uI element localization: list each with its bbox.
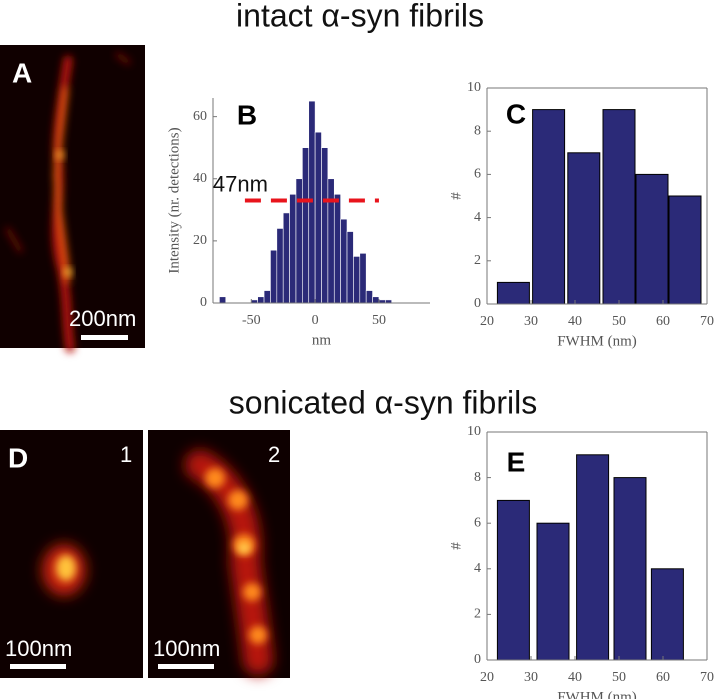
x-tick-label: 30 <box>524 314 538 329</box>
y-tick-label: 6 <box>474 515 481 530</box>
y-tick-label: 0 <box>474 296 481 311</box>
y-axis-label: # <box>448 542 464 550</box>
bar <box>567 152 601 305</box>
bar <box>282 212 290 304</box>
image-d1: D 1 100nm <box>0 430 143 678</box>
x-axis-label: nm <box>312 332 332 348</box>
bar <box>327 178 335 304</box>
image-number: 1 <box>120 442 132 467</box>
image-d2: 2 100nm <box>148 430 290 678</box>
x-tick-label: 50 <box>612 314 626 329</box>
bar <box>602 109 636 305</box>
bar <box>302 147 310 304</box>
y-tick-label: 2 <box>474 253 481 268</box>
bar <box>270 249 278 304</box>
y-tick-label: 10 <box>467 80 481 95</box>
scale-label: 100nm <box>153 636 220 661</box>
y-tick-label: 0 <box>474 652 481 667</box>
y-axis-label: Intensity (nr. detections) <box>166 127 182 273</box>
bar <box>576 454 610 661</box>
title-bottom: sonicated α-syn fibrils <box>229 384 537 420</box>
bar <box>359 253 367 304</box>
bar <box>257 296 265 304</box>
panel-label: B <box>237 99 257 130</box>
bar <box>289 193 297 304</box>
image-a: A 200nm <box>0 45 145 353</box>
y-tick-label: 6 <box>474 167 481 182</box>
x-tick-label: 40 <box>568 670 582 685</box>
bar <box>276 228 284 304</box>
x-tick-label: 30 <box>524 670 538 685</box>
chart: 0 2 4 6 8 10 20 30 40 50 60 70 FWHM (nm) # C <box>448 80 714 349</box>
y-tick-label: 8 <box>474 470 481 485</box>
title-top: intact α-syn fibrils <box>236 0 484 33</box>
y-tick-label: 4 <box>474 561 481 576</box>
bar <box>635 173 669 305</box>
y-tick-label: 4 <box>474 210 481 225</box>
bar <box>372 296 380 304</box>
x-axis-label: FWHM (nm) <box>557 689 637 699</box>
x-tick-label: -50 <box>242 313 261 328</box>
bar <box>496 499 530 661</box>
panel-label: E <box>507 446 526 477</box>
x-tick-label: 20 <box>480 670 494 685</box>
bar <box>219 296 227 304</box>
y-tick-label: 8 <box>474 123 481 138</box>
x-tick-label: 50 <box>612 670 626 685</box>
y-tick-label: 0 <box>200 295 207 310</box>
bar <box>346 231 354 304</box>
image-number: 2 <box>268 442 280 467</box>
bar <box>333 193 341 304</box>
bar <box>496 281 530 305</box>
x-tick-label: 50 <box>372 313 386 328</box>
annotation: 47nm <box>213 171 268 196</box>
bar <box>263 290 271 304</box>
y-tick-label: 40 <box>193 171 207 186</box>
bar <box>314 131 322 304</box>
scale-label: 200nm <box>69 306 136 331</box>
bar <box>295 178 303 304</box>
x-tick-label: 40 <box>568 314 582 329</box>
bar <box>340 218 348 304</box>
bar <box>532 109 566 305</box>
bar <box>353 256 361 304</box>
chart: 0 20 40 60 -50 0 50 nm Intensity (nr. detections… <box>166 98 430 348</box>
bar <box>321 147 329 304</box>
panel-label: C <box>506 98 526 129</box>
y-axis-label: # <box>448 192 464 200</box>
bar <box>650 568 684 661</box>
y-tick-label: 60 <box>193 109 207 124</box>
y-tick-label: 2 <box>474 607 481 622</box>
y-tick-label: 10 <box>467 424 481 439</box>
x-tick-label: 70 <box>700 670 714 685</box>
panel-label: D <box>8 442 28 473</box>
bar <box>536 522 570 661</box>
x-tick-label: 20 <box>480 314 494 329</box>
x-tick-label: 60 <box>656 670 670 685</box>
scale-label: 100nm <box>5 636 72 661</box>
x-axis-label: FWHM (nm) <box>557 333 637 349</box>
x-tick-label: 0 <box>312 313 319 328</box>
bar <box>613 477 647 661</box>
bar <box>365 290 373 304</box>
y-tick-label: 20 <box>193 233 207 248</box>
chart: 0 2 4 6 8 10 20 30 40 50 60 70 FWHM (nm) # E <box>448 424 714 699</box>
bar <box>668 195 702 305</box>
panel-label: A <box>12 57 32 88</box>
x-tick-label: 60 <box>656 314 670 329</box>
x-tick-label: 70 <box>700 314 714 329</box>
